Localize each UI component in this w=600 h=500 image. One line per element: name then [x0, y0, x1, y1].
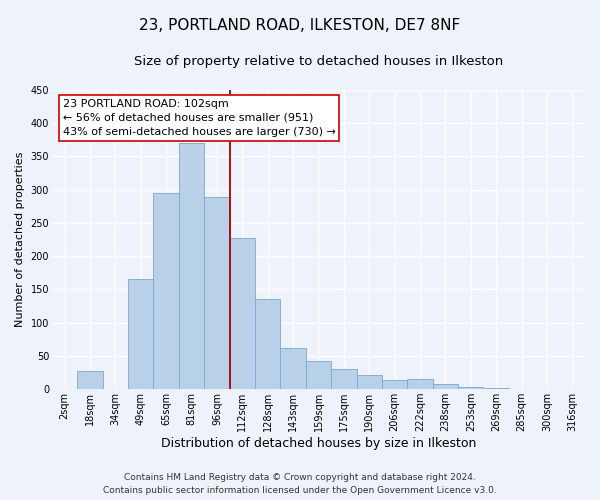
Bar: [255, 300, 280, 389]
Y-axis label: Number of detached properties: Number of detached properties: [15, 152, 25, 328]
Bar: [179, 143, 204, 389]
Text: Contains HM Land Registry data © Crown copyright and database right 2024.
Contai: Contains HM Land Registry data © Crown c…: [103, 474, 497, 495]
Bar: [509, 388, 534, 389]
Bar: [356, 374, 382, 389]
Bar: [433, 384, 458, 389]
Bar: [306, 360, 331, 389]
Bar: [230, 238, 255, 389]
Text: 23 PORTLAND ROAD: 102sqm
← 56% of detached houses are smaller (951)
43% of semi-: 23 PORTLAND ROAD: 102sqm ← 56% of detach…: [62, 99, 335, 137]
Bar: [407, 379, 433, 389]
Bar: [204, 197, 230, 389]
X-axis label: Distribution of detached houses by size in Ilkeston: Distribution of detached houses by size …: [161, 437, 476, 450]
Bar: [77, 371, 103, 389]
Bar: [382, 380, 407, 389]
Bar: [458, 387, 484, 389]
Bar: [280, 348, 306, 389]
Bar: [484, 388, 509, 389]
Title: Size of property relative to detached houses in Ilkeston: Size of property relative to detached ho…: [134, 55, 503, 68]
Bar: [128, 280, 154, 389]
Bar: [534, 388, 560, 389]
Text: 23, PORTLAND ROAD, ILKESTON, DE7 8NF: 23, PORTLAND ROAD, ILKESTON, DE7 8NF: [139, 18, 461, 32]
Bar: [154, 193, 179, 389]
Bar: [331, 369, 356, 389]
Bar: [560, 388, 585, 389]
